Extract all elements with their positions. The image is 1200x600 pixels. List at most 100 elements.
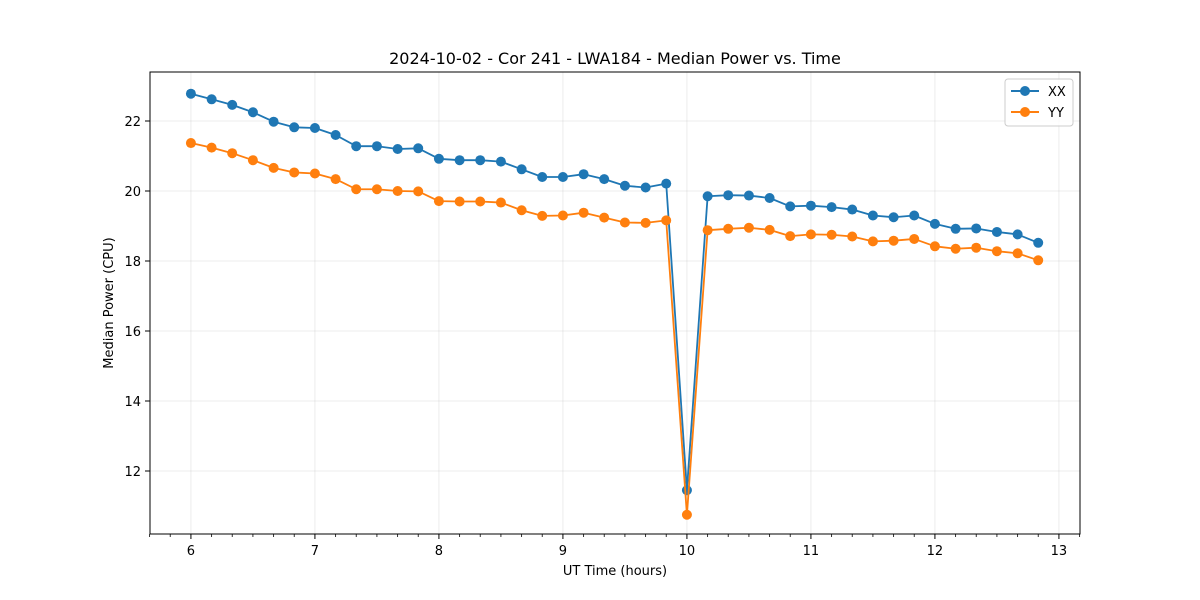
data-point-xx — [640, 182, 651, 193]
data-point-xx — [971, 223, 982, 234]
data-point-xx — [475, 155, 486, 166]
plot-area-frame — [149, 71, 1081, 535]
x-tick-label: 13 — [1051, 544, 1068, 559]
y-axis-label: Median Power (CPU) — [102, 237, 117, 368]
y-tick-label: 20 — [124, 185, 141, 200]
data-point-yy — [247, 155, 258, 166]
data-point-xx — [764, 193, 775, 203]
data-point-yy — [991, 246, 1002, 257]
data-point-yy — [227, 148, 238, 159]
x-tick-label: 7 — [311, 544, 319, 559]
data-point-xx — [950, 223, 961, 234]
data-point-xx — [454, 155, 465, 166]
data-point-yy — [206, 142, 217, 153]
data-point-yy — [351, 184, 362, 195]
data-point-yy — [867, 236, 878, 247]
data-point-xx — [268, 116, 279, 127]
legend-yy-label: YY — [1047, 106, 1064, 121]
data-point-xx — [289, 122, 300, 133]
data-point-yy — [309, 168, 320, 179]
x-axis-label: UT Time (hours) — [563, 564, 667, 579]
data-point-xx — [1033, 237, 1044, 248]
chart-title: 2024-10-02 - Cor 241 - LWA184 - Median P… — [389, 49, 841, 68]
data-point-xx — [495, 156, 506, 167]
grid — [150, 72, 1080, 534]
data-point-yy — [268, 162, 279, 173]
data-point-xx — [351, 141, 362, 152]
data-point-yy — [557, 210, 568, 221]
y-tick-label: 12 — [124, 465, 141, 480]
x-tick-label: 9 — [559, 544, 567, 559]
data-point-xx — [185, 88, 196, 99]
data-point-yy — [764, 224, 775, 235]
data-point-yy — [640, 217, 651, 228]
y-axis-ticks: 12 14 16 18 20 22 — [124, 115, 150, 480]
x-tick-label: 8 — [435, 544, 443, 559]
data-point-yy — [392, 186, 403, 196]
data-point-yy — [909, 233, 920, 244]
data-point-yy — [950, 243, 961, 254]
data-point-yy — [1012, 248, 1023, 259]
x-tick-label: 10 — [679, 544, 696, 559]
data-point-xx — [227, 99, 238, 110]
y-tick-label: 18 — [124, 255, 141, 270]
data-point-xx — [743, 190, 754, 201]
data-point-yy — [516, 205, 527, 216]
legend-xx-marker — [1020, 86, 1030, 96]
data-point-xx — [661, 178, 672, 189]
data-point-xx — [826, 202, 837, 213]
data-point-xx — [392, 144, 403, 154]
data-point-yy — [475, 196, 486, 207]
data-point-xx — [1012, 229, 1023, 240]
data-point-yy — [681, 509, 692, 520]
data-point-xx — [330, 130, 341, 140]
data-point-xx — [702, 191, 713, 202]
data-point-xx — [578, 169, 589, 180]
data-point-yy — [454, 196, 465, 207]
data-point-yy — [971, 242, 982, 253]
data-point-yy — [929, 241, 940, 252]
data-point-xx — [599, 174, 610, 185]
y-tick-label: 14 — [124, 395, 141, 410]
data-point-xx — [516, 164, 527, 175]
data-point-xx — [867, 210, 878, 221]
legend-yy-marker — [1020, 107, 1030, 117]
data-point-yy — [495, 197, 506, 208]
data-point-yy — [805, 229, 816, 240]
data-point-yy — [537, 210, 548, 221]
data-point-xx — [909, 210, 920, 221]
data-point-yy — [599, 212, 610, 223]
legend-xx-label: XX — [1048, 85, 1066, 100]
data-point-yy — [185, 138, 196, 149]
y-tick-label: 22 — [124, 115, 141, 130]
data-point-yy — [433, 196, 444, 207]
data-point-yy — [888, 235, 899, 246]
data-point-xx — [681, 485, 692, 496]
data-point-xx — [991, 226, 1002, 237]
x-axis-ticks: 6 7 8 9 10 11 12 13 — [149, 534, 1081, 559]
data-point-xx — [557, 172, 568, 182]
data-point-yy — [847, 231, 858, 242]
data-point-xx — [247, 107, 258, 118]
data-point-yy — [826, 229, 837, 240]
data-point-yy — [371, 184, 382, 195]
data-point-xx — [371, 141, 382, 152]
data-point-xx — [433, 153, 444, 164]
data-point-xx — [413, 143, 424, 154]
data-point-xx — [309, 123, 320, 133]
data-point-yy — [702, 225, 713, 236]
x-tick-label: 6 — [187, 544, 195, 559]
data-point-yy — [289, 167, 300, 178]
data-point-xx — [785, 201, 796, 212]
data-point-yy — [1033, 255, 1044, 266]
data-point-xx — [206, 94, 217, 105]
data-point-xx — [619, 180, 630, 191]
data-point-yy — [413, 186, 424, 197]
x-tick-label: 11 — [803, 544, 820, 559]
data-point-yy — [661, 215, 672, 226]
data-point-yy — [723, 223, 734, 234]
x-tick-label: 12 — [927, 544, 944, 559]
data-point-yy — [619, 217, 630, 228]
